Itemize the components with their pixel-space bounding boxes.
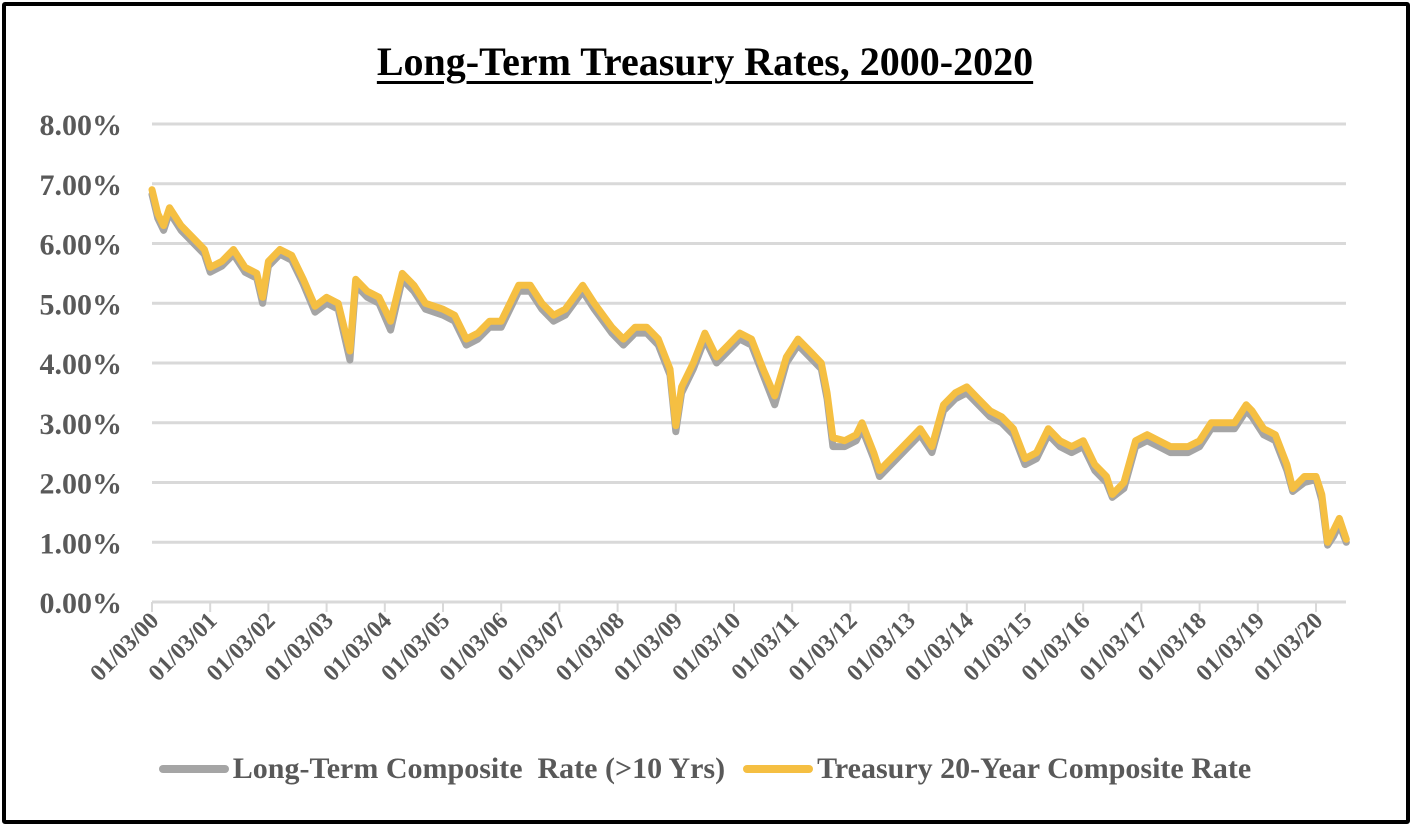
y-tick-label: 0.00% — [40, 587, 123, 620]
y-tick-label: 1.00% — [40, 527, 123, 560]
legend-item-long-term-composite: Long-Term Composite Rate (>10 Yrs) — [158, 752, 726, 786]
y-tick-label: 4.00% — [40, 348, 123, 381]
legend-swatch-gray — [158, 765, 229, 773]
legend: Long-Term Composite Rate (>10 Yrs) Treas… — [0, 752, 1410, 786]
y-tick-label: 8.00% — [40, 109, 123, 142]
y-tick-label: 5.00% — [40, 288, 123, 321]
series-line-treasury-20-year — [148, 186, 1350, 546]
series-line-long-term-composite — [148, 191, 1350, 549]
y-tick-label: 3.00% — [40, 408, 123, 441]
legend-swatch-yellow — [743, 765, 814, 773]
legend-label: Long-Term Composite Rate (>10 Yrs) — [232, 752, 726, 785]
y-tick-label: 7.00% — [40, 169, 123, 202]
legend-item-treasury-20-year: Treasury 20-Year Composite Rate — [743, 752, 1251, 786]
legend-label: Treasury 20-Year Composite Rate — [817, 752, 1252, 785]
y-tick-label: 2.00% — [40, 468, 123, 501]
y-tick-label: 6.00% — [40, 229, 123, 262]
chart-title: Long-Term Treasury Rates, 2000-2020 — [376, 39, 1034, 84]
